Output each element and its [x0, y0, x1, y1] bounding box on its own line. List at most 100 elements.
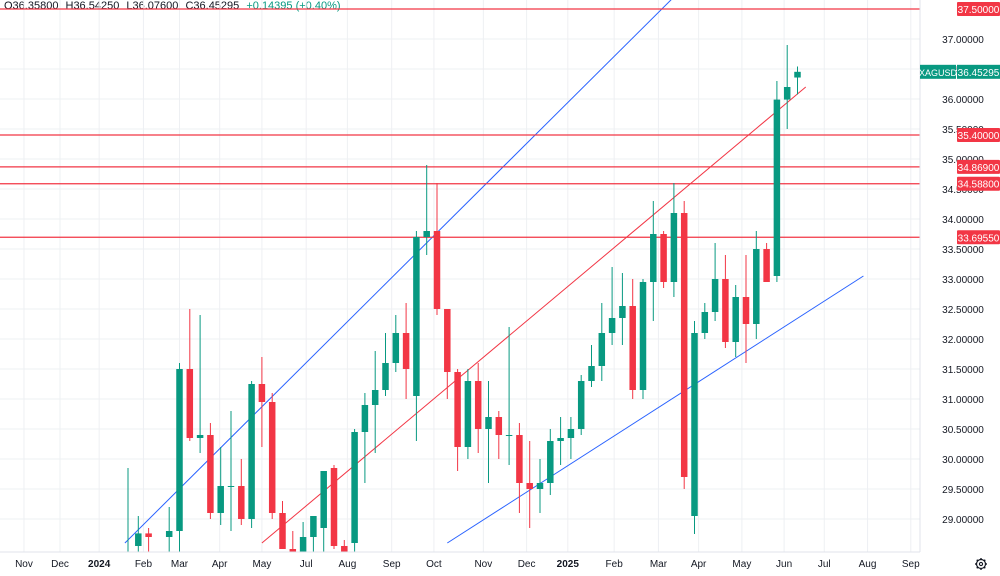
y-tick-label: 30.00000 — [942, 455, 984, 466]
x-tick-label: Oct — [426, 559, 442, 570]
candle-body — [279, 513, 286, 549]
symbol-label: XAGUSD — [919, 68, 958, 78]
candle-up — [505, 327, 513, 465]
candle-up — [753, 231, 760, 339]
candle-body — [577, 381, 585, 429]
candle-up — [794, 66, 801, 95]
candle-down — [289, 531, 297, 552]
candle-down — [629, 279, 636, 399]
candle-up — [567, 417, 575, 459]
x-tick-label: 2024 — [88, 559, 111, 570]
candle-up — [773, 81, 781, 282]
y-tick-label: 34.00000 — [942, 215, 984, 226]
candle-up — [639, 279, 647, 399]
candle-down — [474, 363, 482, 453]
candle-body — [629, 306, 636, 390]
candle-body — [567, 429, 575, 438]
candle-body — [742, 297, 750, 324]
x-tick-label: Nov — [474, 559, 492, 570]
candle-down — [207, 423, 214, 519]
candle-body — [495, 417, 503, 435]
x-tick-label: Feb — [135, 559, 153, 570]
level-label: 37.50000 — [958, 5, 1000, 16]
candle-up — [165, 507, 173, 552]
candle-down — [330, 465, 338, 549]
candle-up — [577, 375, 585, 435]
candle-body — [176, 369, 183, 531]
candle-body — [732, 297, 739, 342]
candle-body — [423, 231, 430, 237]
candle-body — [392, 333, 400, 363]
candle-body — [691, 333, 698, 516]
last-price-bg — [957, 64, 1000, 79]
candle-up — [176, 363, 183, 552]
candle-body — [217, 486, 224, 513]
candle-up — [382, 333, 389, 396]
candle-body — [783, 87, 791, 100]
candle-body — [258, 384, 266, 402]
candle-body — [773, 99, 781, 276]
candle-body — [680, 213, 688, 477]
y-tick-label: 31.00000 — [942, 395, 984, 406]
candle-up — [413, 231, 420, 441]
candle-down — [516, 423, 523, 513]
candle-body — [196, 435, 204, 438]
candle-down — [763, 243, 770, 282]
candle-body — [598, 333, 606, 366]
candle-up — [588, 345, 595, 387]
x-tick-label: Dec — [51, 559, 69, 570]
candle-down — [341, 540, 348, 552]
level-label-bg — [957, 176, 1000, 191]
candle-down — [742, 255, 750, 363]
x-tick-label: Sep — [902, 559, 920, 570]
x-tick-label: Aug — [338, 559, 356, 570]
candle-down — [258, 357, 266, 447]
candle-up — [310, 516, 317, 552]
candle-down — [186, 309, 194, 441]
last-price-label: 36.45295 — [958, 68, 1000, 79]
y-tick-label: 37.00000 — [942, 35, 984, 46]
y-tick-label: 32.50000 — [942, 305, 984, 316]
candle-up — [547, 429, 554, 495]
candle-body — [165, 531, 173, 537]
price-axis[interactable]: 29.00000 29.50000 30.00000 30.50000 31.00000… — [919, 0, 1000, 576]
candle-body — [248, 384, 255, 519]
level-label: 34.58800 — [958, 180, 1000, 191]
gear-tooth — [976, 566, 979, 569]
candle-body — [639, 282, 647, 390]
candle-down — [268, 393, 276, 519]
candle-up — [608, 267, 616, 345]
level-label: 34.86900 — [958, 163, 1000, 174]
candle-up — [598, 303, 606, 381]
gear-tooth — [983, 559, 986, 562]
x-tick-label: Mar — [650, 559, 668, 570]
candle-body — [454, 372, 461, 447]
channel-lower-line — [447, 275, 864, 544]
x-tick-label: May — [732, 559, 751, 570]
candle-down — [495, 411, 503, 459]
x-tick-label: Jun — [776, 559, 792, 570]
candle-up — [423, 165, 430, 255]
candle-up — [650, 201, 657, 321]
candle-up — [361, 393, 369, 483]
candle-up — [217, 447, 224, 525]
y-tick-label: 31.50000 — [942, 365, 984, 376]
x-tick-label: Apr — [691, 559, 707, 570]
candle-body — [289, 549, 297, 552]
candle-body — [536, 483, 544, 489]
gear-tooth — [976, 559, 979, 562]
candle-body — [341, 546, 348, 552]
x-tick-label: Mar — [171, 559, 189, 570]
candle-up — [135, 516, 142, 552]
candle-up — [732, 285, 739, 357]
time-axis[interactable]: Nov Dec 2024 Feb Mar Apr May Jul Aug Sep Oct Nov Dec… — [0, 551, 920, 570]
x-tick-label: Jul — [818, 559, 831, 570]
gear-icon[interactable] — [975, 558, 987, 570]
level-label: 35.40000 — [958, 131, 1000, 142]
candle-body — [711, 279, 719, 312]
candle-body — [608, 318, 616, 333]
candle-down — [238, 459, 245, 525]
candle-body — [557, 438, 564, 441]
x-tick-label: Feb — [606, 559, 624, 570]
